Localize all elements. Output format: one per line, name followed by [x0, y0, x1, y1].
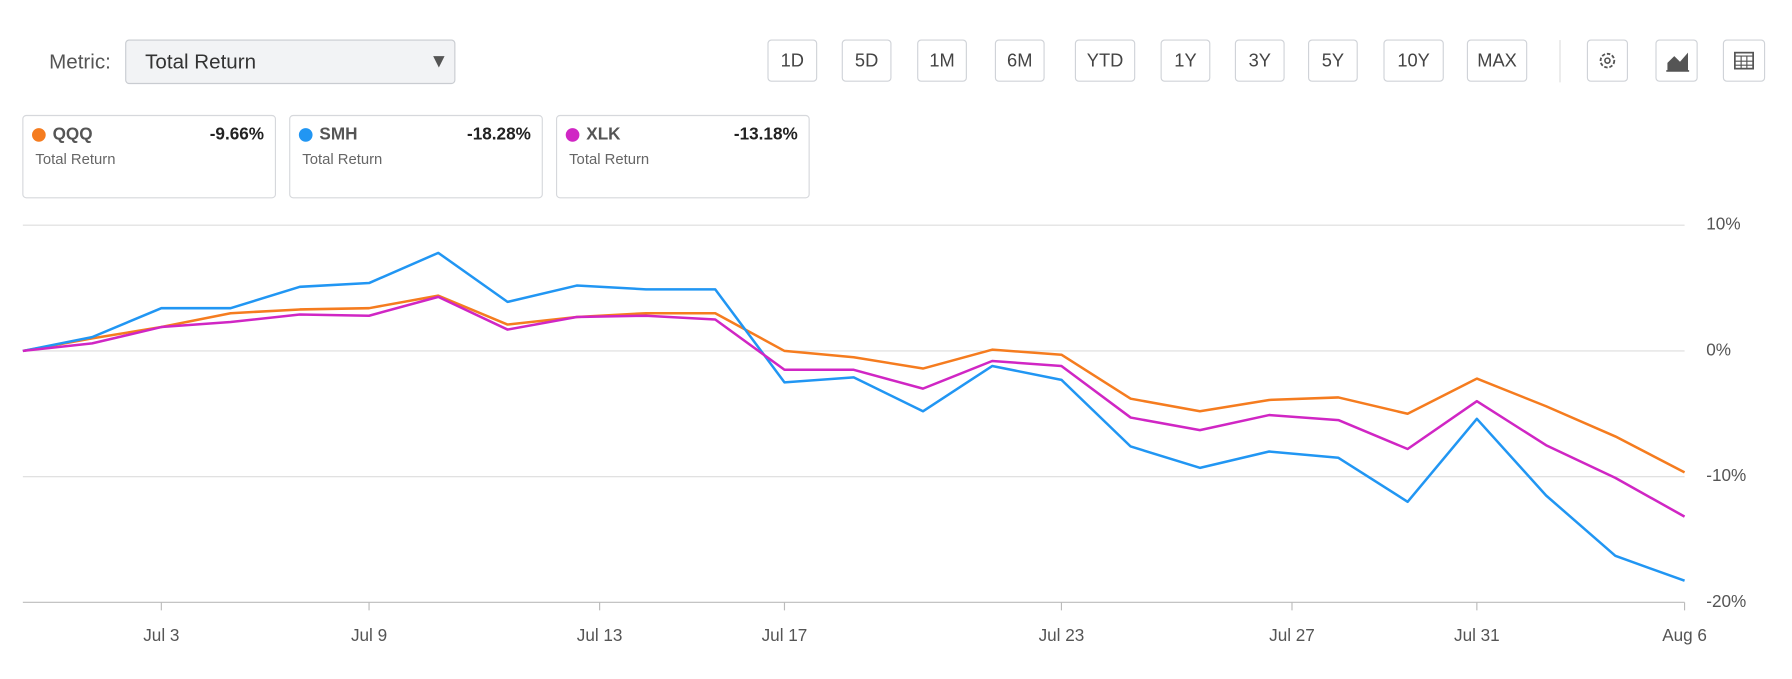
- gear-icon: [1599, 52, 1616, 69]
- period-button[interactable]: 6M: [994, 39, 1045, 82]
- series-line: [22, 294, 1686, 474]
- period-button[interactable]: 1Y: [1160, 39, 1211, 82]
- dropdown-arrow: [433, 56, 445, 68]
- button-box[interactable]: [1074, 39, 1136, 82]
- area-icon: [1667, 52, 1688, 71]
- button-box[interactable]: [1586, 39, 1628, 82]
- button-label: 3Y: [1249, 50, 1271, 71]
- x-tick-label: Jul 3: [143, 625, 179, 645]
- y-tick-label: 0%: [1706, 339, 1731, 359]
- button-label: 6M: [1007, 50, 1032, 71]
- button-box[interactable]: [1234, 39, 1285, 82]
- period-button[interactable]: 5D: [841, 39, 892, 82]
- button-box[interactable]: [1160, 39, 1211, 82]
- legend-dot: [32, 128, 46, 142]
- button-label: 1D: [781, 50, 804, 71]
- legend-dot: [298, 128, 313, 142]
- period-button[interactable]: 1M: [917, 39, 967, 82]
- button-box[interactable]: [994, 39, 1045, 82]
- legend-metric: Total Return: [302, 152, 382, 168]
- button-label: 5Y: [1322, 50, 1344, 71]
- x-tick-label: Jul 13: [577, 625, 623, 645]
- card-box[interactable]: [555, 114, 810, 199]
- button-box[interactable]: [1466, 39, 1528, 82]
- y-tick-label: -20%: [1706, 591, 1746, 611]
- period-button[interactable]: 5Y: [1308, 39, 1358, 82]
- x-tick-label: Jul 23: [1039, 625, 1085, 645]
- dropdown-box[interactable]: [125, 39, 456, 85]
- period-button[interactable]: MAX: [1466, 39, 1528, 82]
- chart-type-button[interactable]: [1655, 39, 1698, 82]
- legend-dot: [565, 128, 580, 142]
- table-button[interactable]: [1722, 39, 1766, 82]
- metric-label: Metric:: [49, 50, 111, 73]
- legend-change: -9.66%: [210, 123, 264, 143]
- legend-change: -18.28%: [467, 123, 531, 143]
- legend-change: -13.18%: [734, 123, 798, 143]
- x-tick-label: Jul 17: [762, 625, 808, 645]
- card-box[interactable]: [289, 114, 543, 199]
- period-button[interactable]: 1D: [767, 39, 818, 82]
- legend-name: XLK: [586, 123, 621, 143]
- series-line: [22, 295, 1686, 518]
- button-label: MAX: [1477, 50, 1517, 71]
- button-label: 1Y: [1174, 50, 1196, 71]
- button-box[interactable]: [1383, 39, 1444, 82]
- legend-card[interactable]: QQQ -9.66% Total Return: [22, 114, 276, 199]
- metric-dropdown[interactable]: Total Return: [125, 39, 456, 85]
- button-label: YTD: [1087, 50, 1124, 71]
- period-button[interactable]: 10Y: [1383, 39, 1444, 82]
- x-tick-label: Jul 9: [351, 625, 387, 645]
- gear-center: [1604, 57, 1611, 64]
- series-line: [22, 251, 1685, 582]
- dropdown-value: Total Return: [145, 50, 256, 73]
- card-box[interactable]: [22, 114, 276, 199]
- x-tick-label: Aug 6: [1662, 625, 1707, 645]
- y-tick-label: -10%: [1706, 465, 1746, 485]
- button-label: 1M: [929, 50, 954, 71]
- button-box[interactable]: [1308, 39, 1358, 82]
- button-box[interactable]: [917, 39, 967, 82]
- legend-card[interactable]: XLK -13.18% Total Return: [555, 114, 810, 199]
- button-box[interactable]: [767, 39, 818, 82]
- button-box[interactable]: [841, 39, 892, 82]
- x-tick-label: Jul 31: [1454, 625, 1500, 645]
- button-label: 10Y: [1397, 50, 1430, 71]
- x-tick-label: Jul 27: [1269, 625, 1315, 645]
- button-label: 5D: [855, 50, 878, 71]
- legend-name: SMH: [319, 123, 357, 143]
- legend-metric: Total Return: [35, 152, 115, 168]
- y-tick-label: 10%: [1706, 214, 1740, 234]
- legend-card[interactable]: SMH -18.28% Total Return: [289, 114, 543, 199]
- period-button[interactable]: 3Y: [1234, 39, 1285, 82]
- legend-metric: Total Return: [569, 152, 649, 168]
- legend-name: QQQ: [53, 123, 93, 143]
- settings-button[interactable]: [1586, 39, 1628, 82]
- table-icon-lines: [1734, 55, 1754, 69]
- period-button[interactable]: YTD: [1074, 39, 1136, 82]
